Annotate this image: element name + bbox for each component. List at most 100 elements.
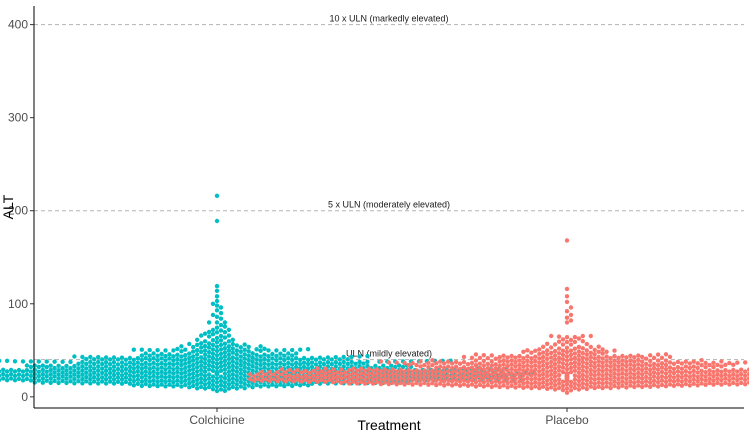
data-point-placebo — [331, 380, 336, 385]
data-point-placebo — [564, 339, 570, 345]
data-point-placebo — [465, 379, 471, 384]
data-point-colchicine — [214, 283, 220, 289]
data-point-placebo — [655, 367, 661, 372]
data-point-placebo — [604, 358, 609, 364]
data-point-placebo — [473, 358, 479, 363]
data-point-placebo — [461, 373, 467, 379]
data-point-placebo — [584, 356, 589, 362]
data-point-colchicine — [298, 383, 303, 388]
data-point-colchicine — [103, 364, 109, 369]
data-point-placebo — [640, 372, 645, 377]
data-point-placebo — [663, 371, 669, 376]
data-point-colchicine — [24, 376, 30, 382]
data-point-placebo — [568, 352, 574, 358]
data-point-colchicine — [313, 362, 319, 367]
data-point-placebo — [446, 377, 451, 382]
data-point-placebo — [604, 375, 609, 381]
data-point-placebo — [552, 353, 558, 358]
data-point-placebo — [485, 382, 490, 388]
data-point-placebo — [271, 372, 277, 377]
data-point-placebo — [501, 366, 506, 371]
data-point-colchicine — [84, 379, 89, 384]
data-point-placebo — [442, 365, 447, 371]
data-point-placebo — [743, 377, 748, 383]
data-point-colchicine — [195, 342, 200, 347]
data-point-placebo — [442, 370, 447, 375]
data-point-placebo — [394, 377, 399, 383]
data-point-placebo — [632, 372, 637, 377]
data-point-colchicine — [179, 362, 184, 368]
data-point-placebo — [426, 369, 431, 375]
data-point-colchicine — [92, 370, 97, 375]
data-point-placebo — [568, 305, 574, 310]
data-point-colchicine — [88, 354, 93, 360]
data-point-placebo — [549, 381, 554, 386]
data-point-placebo — [354, 372, 360, 378]
data-point-colchicine — [226, 361, 232, 366]
data-point-placebo — [572, 355, 578, 361]
data-point-colchicine — [175, 357, 180, 362]
data-point-placebo — [279, 377, 285, 382]
data-point-colchicine — [167, 365, 172, 370]
data-point-placebo — [604, 371, 609, 377]
data-point-placebo — [461, 382, 467, 387]
data-point-colchicine — [199, 376, 204, 381]
data-point-placebo — [691, 381, 696, 386]
data-point-placebo — [604, 384, 609, 389]
data-point-colchicine — [230, 384, 235, 390]
data-point-placebo — [572, 368, 578, 373]
data-point-colchicine — [278, 360, 283, 366]
data-point-placebo — [604, 349, 609, 354]
data-point-placebo — [576, 353, 582, 358]
data-point-colchicine — [88, 359, 93, 365]
data-point-placebo — [291, 374, 296, 380]
data-point-placebo — [584, 348, 589, 353]
data-point-colchicine — [171, 379, 176, 385]
data-point-placebo — [390, 367, 395, 372]
data-point-placebo — [493, 383, 498, 388]
data-point-colchicine — [147, 366, 152, 372]
data-point-colchicine — [298, 347, 303, 352]
data-point-placebo — [351, 371, 356, 376]
data-point-placebo — [545, 369, 550, 375]
data-point-colchicine — [202, 361, 208, 366]
data-point-placebo — [351, 366, 356, 371]
data-point-placebo — [552, 357, 558, 362]
data-point-placebo — [715, 376, 720, 381]
data-point-placebo — [252, 378, 257, 383]
data-point-placebo — [624, 363, 629, 369]
data-point-placebo — [537, 369, 542, 374]
data-point-colchicine — [282, 362, 287, 367]
data-point-placebo — [564, 320, 570, 325]
data-point-placebo — [699, 363, 704, 368]
data-point-placebo — [287, 373, 292, 378]
data-point-placebo — [683, 364, 688, 369]
data-point-placebo — [675, 373, 681, 379]
data-point-placebo — [552, 378, 558, 384]
data-point-placebo — [715, 362, 720, 368]
data-point-placebo — [691, 368, 696, 374]
data-point-placebo — [358, 366, 364, 371]
data-point-placebo — [659, 355, 665, 360]
data-point-colchicine — [76, 379, 81, 384]
data-point-placebo — [259, 369, 265, 374]
data-point-colchicine — [171, 375, 176, 380]
data-point-placebo — [545, 352, 550, 357]
data-point-placebo — [521, 377, 526, 382]
data-point-placebo — [319, 369, 324, 374]
data-point-colchicine — [119, 355, 125, 360]
data-point-placebo — [608, 381, 613, 386]
data-point-colchicine — [222, 363, 228, 368]
data-point-placebo — [612, 353, 617, 359]
data-point-placebo — [442, 374, 447, 380]
data-point-placebo — [580, 376, 585, 382]
data-point-placebo — [628, 362, 633, 367]
data-point-placebo — [612, 379, 617, 384]
data-point-colchicine — [234, 382, 239, 387]
data-point-placebo — [592, 373, 597, 378]
data-point-colchicine — [230, 363, 235, 369]
data-point-placebo — [568, 383, 574, 389]
data-point-placebo — [398, 376, 403, 381]
data-point-colchicine — [214, 308, 220, 313]
data-point-colchicine — [218, 310, 224, 316]
